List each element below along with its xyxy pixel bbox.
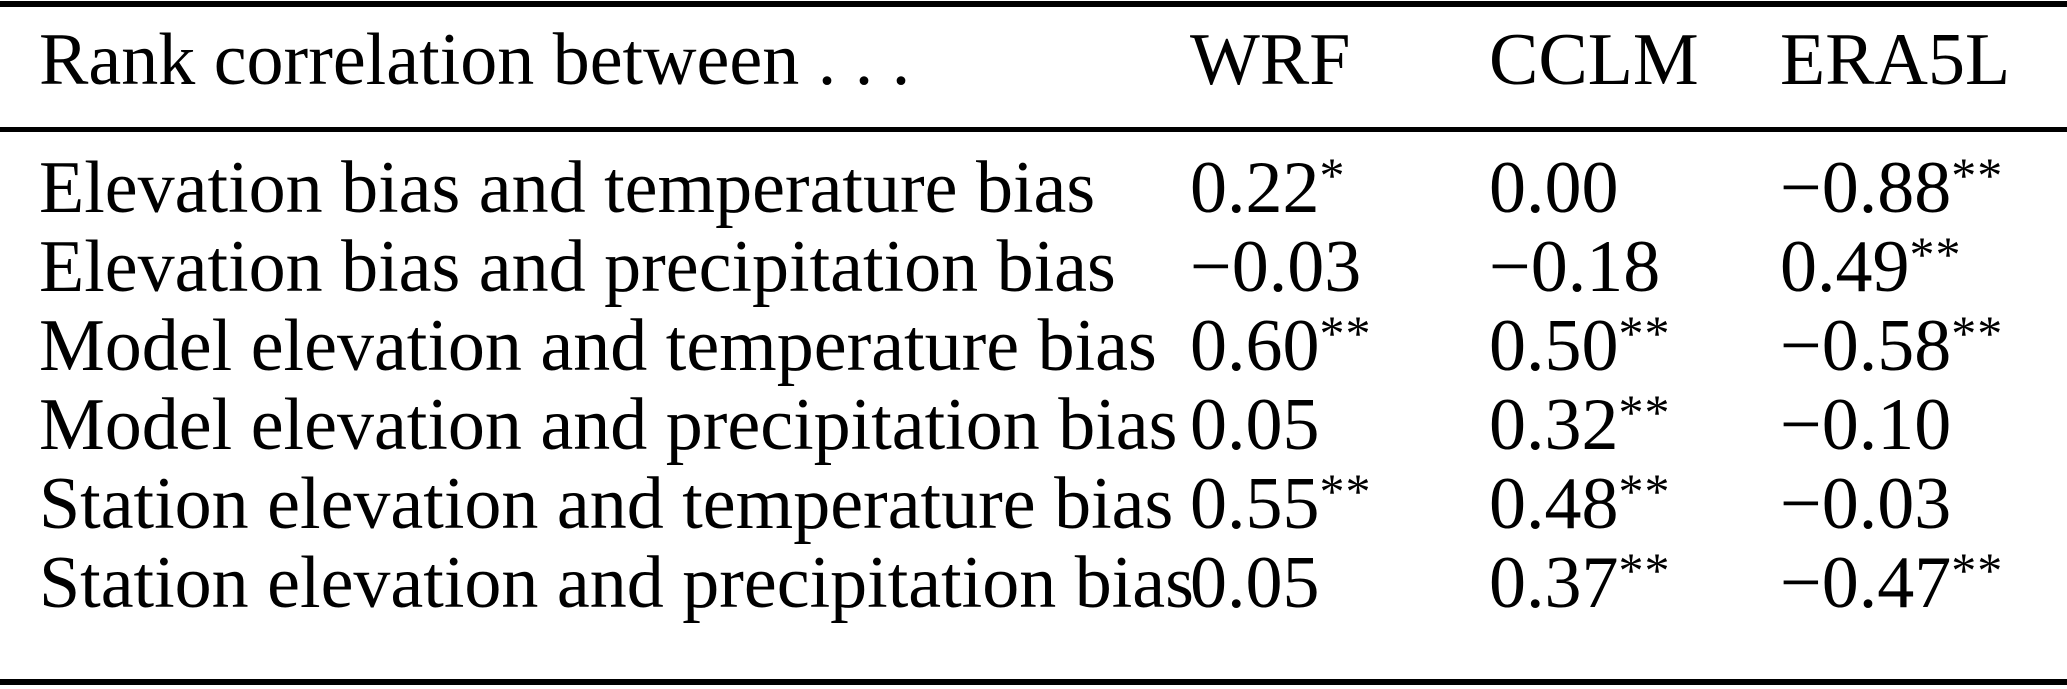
correlation-value: 0.05 — [1190, 384, 1320, 466]
cell-era5l: −0.47** — [1780, 544, 2067, 623]
correlation-value: 0.00 — [1489, 147, 1619, 229]
header-col-era5l: ERA5L — [1780, 18, 2011, 101]
cell-cclm: 0.48** — [1489, 465, 1780, 544]
cell-wrf: 0.55** — [1190, 465, 1489, 544]
correlation-value: 0.05 — [1190, 542, 1320, 624]
table-body: Elevation bias and temperature bias 0.22… — [0, 132, 2067, 623]
table-row: Model elevation and temperature bias 0.6… — [0, 307, 2067, 386]
correlation-value: −0.47 — [1780, 542, 1952, 624]
cell-cclm: −0.18 — [1489, 228, 1780, 307]
table-row: Elevation bias and temperature bias 0.22… — [0, 149, 2067, 228]
table-row: Station elevation and precipitation bias… — [0, 544, 2067, 623]
cell-wrf: 0.05 — [1190, 386, 1489, 465]
table-top-rule — [0, 1, 2067, 7]
cell-era5l: 0.49** — [1780, 228, 2067, 307]
row-label: Elevation bias and temperature bias — [39, 147, 1096, 229]
table-row: Model elevation and precipitation bias 0… — [0, 386, 2067, 465]
header-col-cclm: CCLM — [1489, 18, 1699, 101]
correlation-value: 0.55 — [1190, 463, 1320, 545]
cell-wrf: 0.60** — [1190, 307, 1489, 386]
correlation-value: −0.18 — [1489, 226, 1661, 308]
correlation-value: 0.49 — [1780, 226, 1910, 308]
cell-cclm: 0.32** — [1489, 386, 1780, 465]
cell-era5l: −0.88** — [1780, 149, 2067, 228]
correlation-value: 0.50 — [1489, 305, 1619, 387]
correlation-value: 0.32 — [1489, 384, 1619, 466]
row-label: Model elevation and precipitation bias — [39, 384, 1178, 466]
row-label: Elevation bias and precipitation bias — [39, 226, 1116, 308]
significance-stars: ** — [1319, 305, 1372, 361]
correlation-value: 0.37 — [1489, 542, 1619, 624]
correlation-value: −0.03 — [1190, 226, 1362, 308]
table-row: Elevation bias and precipitation bias −0… — [0, 228, 2067, 307]
cell-era5l: −0.10 — [1780, 386, 2067, 465]
significance-stars: ** — [1618, 384, 1671, 440]
table-header-rule — [0, 127, 2067, 132]
cell-cclm: 0.00 — [1489, 149, 1780, 228]
cell-wrf: 0.05 — [1190, 544, 1489, 623]
significance-stars: ** — [1951, 147, 2004, 203]
significance-stars: ** — [1618, 305, 1671, 361]
table-row: Station elevation and temperature bias 0… — [0, 465, 2067, 544]
correlation-value: 0.60 — [1190, 305, 1320, 387]
correlation-value: 0.48 — [1489, 463, 1619, 545]
correlation-value: −0.03 — [1780, 463, 1952, 545]
significance-stars: ** — [1319, 463, 1372, 519]
table-header-row: Rank correlation between . . . WRF CCLM … — [0, 7, 2067, 127]
row-label: Model elevation and temperature bias — [39, 305, 1157, 387]
row-label: Station elevation and temperature bias — [39, 463, 1174, 545]
correlation-value: −0.88 — [1780, 147, 1952, 229]
cell-era5l: −0.58** — [1780, 307, 2067, 386]
header-label: Rank correlation between . . . — [39, 18, 911, 101]
cell-cclm: 0.37** — [1489, 544, 1780, 623]
significance-stars: * — [1319, 147, 1346, 203]
correlation-value: −0.10 — [1780, 384, 1952, 466]
significance-stars: ** — [1618, 542, 1671, 598]
cell-wrf: −0.03 — [1190, 228, 1489, 307]
row-label: Station elevation and precipitation bias — [39, 542, 1194, 624]
header-col-wrf: WRF — [1190, 18, 1351, 101]
significance-stars: ** — [1618, 463, 1671, 519]
cell-era5l: −0.03 — [1780, 465, 2067, 544]
significance-stars: ** — [1951, 305, 2004, 361]
cell-wrf: 0.22* — [1190, 149, 1489, 228]
table-bottom-rule — [0, 679, 2067, 685]
correlation-value: −0.58 — [1780, 305, 1952, 387]
significance-stars: ** — [1909, 226, 1962, 282]
significance-stars: ** — [1951, 542, 2004, 598]
correlation-value: 0.22 — [1190, 147, 1320, 229]
cell-cclm: 0.50** — [1489, 307, 1780, 386]
